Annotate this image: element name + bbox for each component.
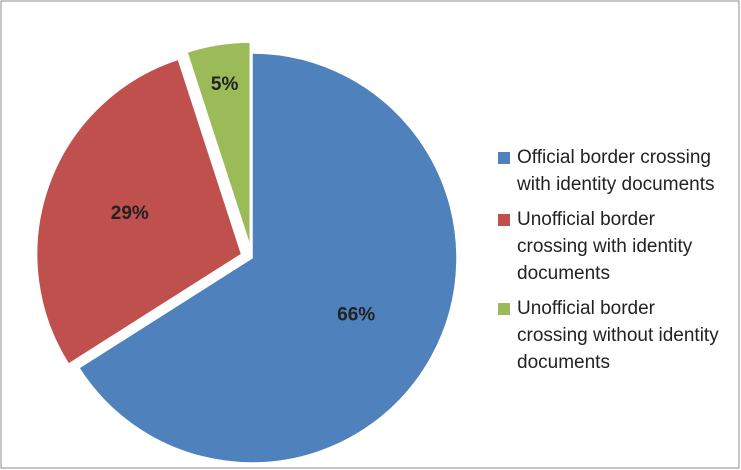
legend-label: Unofficial border crossing without ident… — [517, 298, 719, 373]
legend-label: Official border crossing with identity d… — [517, 147, 715, 195]
legend-entry: Unofficial border crossing without ident… — [496, 295, 722, 376]
data-label: 66% — [337, 304, 375, 325]
legend-entry: Unofficial border crossing with identity… — [496, 206, 722, 287]
legend: Official border crossing with identity d… — [496, 144, 726, 384]
pie-slice — [35, 58, 243, 366]
legend-entry: Official border crossing with identity d… — [496, 144, 722, 198]
legend-swatch — [498, 214, 510, 226]
data-label: 29% — [111, 203, 149, 224]
legend-swatch — [498, 303, 510, 315]
pie-slice — [185, 41, 252, 248]
data-label: 5% — [211, 74, 239, 95]
legend-label: Unofficial border crossing with identity… — [517, 209, 693, 284]
pie-slice — [77, 52, 458, 464]
legend-swatch — [498, 152, 510, 164]
